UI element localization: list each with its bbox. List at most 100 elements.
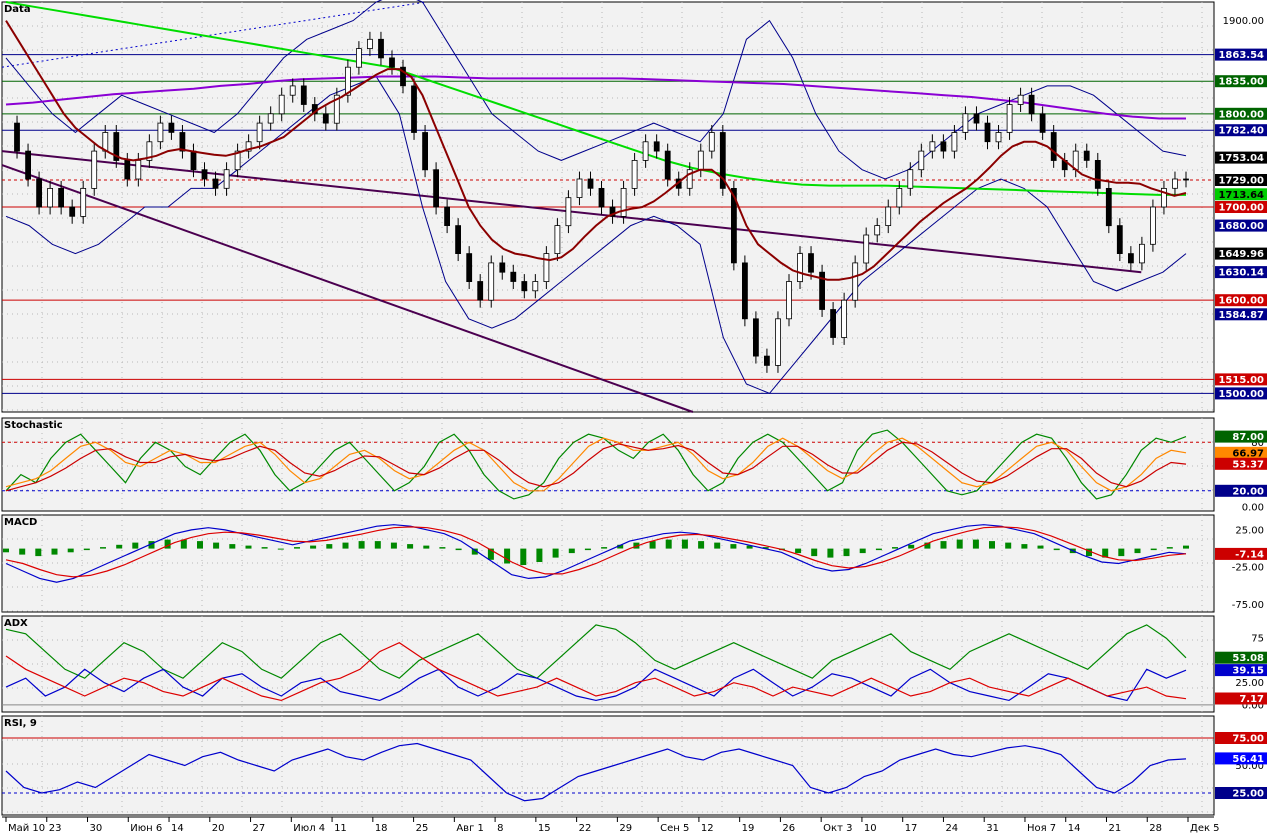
candles (14, 31, 1189, 373)
price-tag: 1600.00 (1215, 294, 1267, 307)
macd-bar (261, 547, 268, 549)
candle-body (300, 85, 307, 105)
candle (14, 115, 20, 159)
y-tick-label: 0.00 (1242, 700, 1264, 711)
candle-body (234, 150, 241, 171)
price-tag: 1649.96 (1215, 247, 1267, 260)
candle (1183, 171, 1189, 188)
candle-body (962, 113, 969, 133)
macd-bar (665, 539, 672, 549)
candle-body (576, 178, 583, 199)
macd-bar (1183, 545, 1189, 549)
candle-body (14, 122, 20, 152)
candle (466, 246, 473, 289)
candle (455, 218, 462, 262)
candle (300, 78, 307, 112)
y-tick-label: -25.00 (1232, 563, 1264, 574)
price-tag: 1729.00 (1215, 174, 1267, 187)
price-tag-box (1215, 308, 1267, 321)
price-tag: 1680.00 (1215, 219, 1267, 232)
candle (1139, 236, 1145, 271)
candle (1150, 199, 1156, 252)
macd-bar (197, 541, 203, 549)
price-tag-box (1215, 294, 1267, 307)
candle-body (124, 159, 131, 180)
candle (1028, 87, 1035, 122)
candle (1083, 143, 1090, 168)
candle (1128, 246, 1134, 271)
macd-bar (148, 541, 155, 549)
price-tag: -7.14 (1215, 547, 1267, 560)
candle (289, 78, 296, 103)
macd-bar (584, 548, 591, 551)
macd-bar (843, 548, 850, 557)
candle (874, 218, 881, 243)
macd-bar (1102, 548, 1109, 558)
price-tag: 53.08 (1215, 651, 1267, 664)
x-tick-label: Окт 3 (823, 823, 852, 834)
candle-body (852, 262, 859, 301)
price-levels (2, 54, 1214, 394)
x-tick-label: 22 (579, 823, 592, 834)
price-tag-box (1215, 752, 1267, 765)
price-tag-box (1215, 387, 1267, 400)
macd-bar (326, 544, 333, 549)
candle-body (708, 132, 715, 152)
candle-body (322, 113, 329, 124)
macd-bar (245, 545, 252, 549)
candle-body (47, 187, 53, 208)
candle-body (863, 234, 870, 264)
candle (146, 134, 153, 168)
panel-2-title: MACD (4, 517, 37, 528)
candle-body (521, 281, 528, 292)
candle (433, 162, 440, 215)
panel-3-grid (2, 616, 1214, 712)
price-tag: 75.00 (1215, 732, 1267, 745)
x-tick-label: Ноя 7 (1027, 823, 1056, 834)
candle-body (532, 281, 539, 292)
candle-body (896, 187, 903, 208)
adx-axis: 75 25.00 0.00 53.08 39.15 7.17 (1215, 634, 1267, 711)
macd-bar (358, 541, 365, 549)
candle (995, 125, 1002, 150)
macd-bar (972, 539, 979, 549)
candle (841, 292, 847, 345)
candle (775, 311, 781, 373)
price-tag: 53.37 (1215, 457, 1267, 470)
macd-bar (795, 548, 802, 554)
macd-bar (714, 542, 721, 549)
candle-body (686, 169, 693, 189)
price-tag-box (1215, 732, 1267, 744)
y-tick-label: 0.00 (1242, 503, 1264, 514)
candle-body (797, 253, 803, 283)
y-tick-label: 25.00 (1235, 678, 1264, 689)
candle-body (587, 178, 594, 189)
candle-body (477, 281, 484, 301)
candle (742, 255, 748, 327)
macd-bar (649, 541, 656, 549)
sma-mid-line (5, 1, 1186, 196)
candle (256, 115, 263, 150)
x-tick-label: 31 (986, 823, 999, 834)
price-tag-box (1215, 692, 1267, 705)
candle-body (642, 141, 649, 161)
price-tag: 1713.64 (1215, 188, 1267, 201)
price-tag-label: 25.00 (1232, 789, 1264, 800)
candle-body (25, 150, 32, 180)
candle-body (940, 141, 947, 152)
candle (808, 246, 814, 280)
candle-body (951, 132, 958, 152)
macd-bar (487, 548, 494, 560)
y-tick-label: 75 (1251, 634, 1264, 645)
x-tick-label: 17 (905, 823, 918, 834)
candle-body (1183, 178, 1189, 181)
candle-body (411, 85, 417, 133)
price-tag-label: 87.00 (1232, 432, 1264, 443)
candle-body (653, 141, 660, 152)
candle-body (378, 38, 384, 59)
rsi-line (5, 742, 1187, 802)
macd-bar (35, 548, 42, 557)
candle-body (973, 113, 980, 124)
price-tag: 20.00 (1215, 484, 1267, 497)
